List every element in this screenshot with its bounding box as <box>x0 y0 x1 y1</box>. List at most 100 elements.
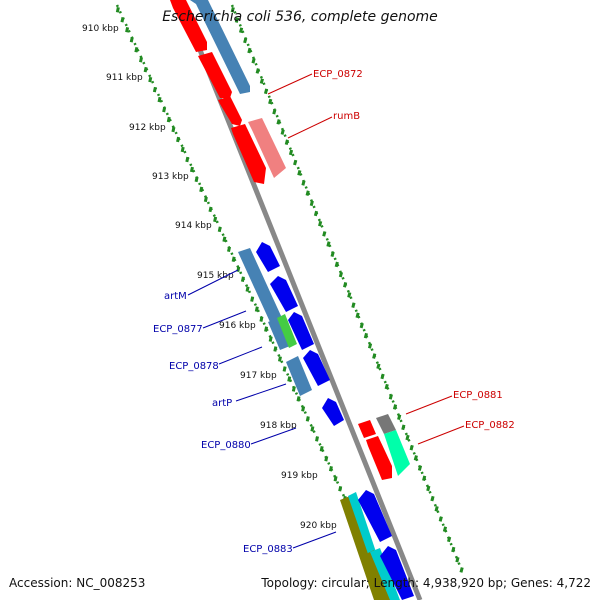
major-tick <box>288 149 294 156</box>
gene-label-ecp0872[interactable]: ECP_0872 <box>313 69 363 80</box>
major-tick <box>426 485 431 492</box>
gene-label-ecp0883[interactable]: ECP_0883 <box>243 544 293 555</box>
major-tick <box>343 281 348 288</box>
major-tick <box>459 567 464 573</box>
major-tick <box>397 414 402 420</box>
major-tick <box>315 436 320 442</box>
right-major-ticks <box>230 7 464 573</box>
major-tick <box>259 78 264 84</box>
major-tick <box>277 356 282 362</box>
genome-title: Escherichia coli 536, complete genome <box>162 9 438 25</box>
gene-feature[interactable] <box>303 350 330 386</box>
leader-line <box>187 269 239 296</box>
major-tick <box>217 226 222 233</box>
gene-label-artM[interactable]: artM <box>164 291 187 302</box>
gene-feature[interactable] <box>270 276 298 312</box>
major-tick <box>236 266 241 272</box>
major-tick <box>185 156 190 163</box>
gene-feature[interactable] <box>198 52 232 98</box>
gene-feature[interactable] <box>190 0 250 94</box>
major-tick <box>297 169 302 176</box>
kbp-label: 916 kbp <box>219 321 256 331</box>
major-tick <box>143 66 148 73</box>
major-tick <box>162 106 167 113</box>
major-tick <box>330 251 335 258</box>
major-tick <box>199 186 204 193</box>
major-tick <box>309 200 314 207</box>
major-tick <box>148 76 153 83</box>
gene-label-ecp0882[interactable]: ECP_0882 <box>465 420 515 431</box>
gene-feature[interactable] <box>277 314 297 348</box>
gene-feature[interactable] <box>384 430 410 476</box>
gene-label-ecp0880[interactable]: ECP_0880 <box>201 440 251 451</box>
gene-feature[interactable] <box>288 312 314 350</box>
major-tick <box>208 206 213 213</box>
gene-label-ecp0881[interactable]: ECP_0881 <box>453 390 503 401</box>
major-tick <box>417 465 423 471</box>
major-tick <box>280 129 285 135</box>
major-tick <box>287 376 292 382</box>
gene-feature[interactable] <box>256 242 280 272</box>
major-tick <box>305 416 310 422</box>
major-tick <box>405 434 410 441</box>
major-tick <box>272 108 277 115</box>
major-tick <box>388 393 393 400</box>
major-tick <box>451 546 456 553</box>
major-tick <box>313 210 319 217</box>
major-tick <box>430 495 435 502</box>
leader-line <box>292 531 337 549</box>
major-tick <box>243 37 248 44</box>
leader-line <box>405 395 453 415</box>
kbp-label: 920 kbp <box>300 521 337 531</box>
gene-feature[interactable] <box>231 124 266 184</box>
gene-feature[interactable] <box>170 0 207 52</box>
major-tick <box>319 446 324 452</box>
gene-feature[interactable] <box>358 490 392 542</box>
major-tick <box>367 343 373 349</box>
major-tick <box>326 241 331 247</box>
kbp-labels: 910 kbp 911 kbp 912 kbp 913 kbp 914 kbp … <box>82 24 337 531</box>
gene-label-rumB[interactable]: rumB <box>333 111 360 122</box>
gene-feature[interactable] <box>248 118 286 178</box>
major-tick <box>171 126 176 133</box>
gene-feature[interactable] <box>366 436 392 480</box>
kbp-label: 918 kbp <box>260 421 297 431</box>
major-tick <box>247 47 252 54</box>
major-tick <box>240 276 245 282</box>
topology-text: Topology: circular; Length: 4,938,920 bp… <box>261 576 591 590</box>
gene-label-ecp0878[interactable]: ECP_0878 <box>169 361 219 372</box>
major-tick <box>166 116 171 123</box>
gene-feature[interactable] <box>268 318 290 350</box>
major-tick <box>120 17 125 23</box>
major-tick <box>125 27 130 33</box>
gene-feature[interactable] <box>358 420 376 438</box>
gene-feature[interactable] <box>286 356 312 396</box>
gene-feature[interactable] <box>322 398 344 426</box>
major-tick <box>180 146 185 153</box>
major-tick <box>251 57 256 64</box>
gene-feature[interactable] <box>376 414 396 434</box>
leader-line <box>287 116 333 139</box>
gene-feature[interactable] <box>238 248 282 322</box>
major-tick <box>273 346 278 352</box>
major-tick <box>231 256 236 262</box>
major-tick <box>401 424 406 431</box>
major-tick <box>422 475 427 482</box>
major-tick <box>129 36 134 43</box>
major-tick <box>447 536 452 543</box>
major-tick <box>189 166 194 173</box>
major-tick <box>203 196 208 203</box>
major-tick <box>328 466 333 472</box>
major-tick <box>434 506 439 512</box>
kbp-label: 911 kbp <box>106 73 143 83</box>
major-tick <box>284 139 289 146</box>
major-tick <box>376 363 381 370</box>
kbp-label: 913 kbp <box>152 172 189 182</box>
gene-label-artP[interactable]: artP <box>212 398 232 409</box>
gene-label-ecp0877[interactable]: ECP_0877 <box>153 324 203 335</box>
gene-feature[interactable] <box>380 546 414 600</box>
gene-feature[interactable] <box>370 548 400 600</box>
gene-feature[interactable] <box>218 96 242 126</box>
right-gene-labels: ECP_0872 rumB ECP_0881 ECP_0882 <box>267 69 515 445</box>
